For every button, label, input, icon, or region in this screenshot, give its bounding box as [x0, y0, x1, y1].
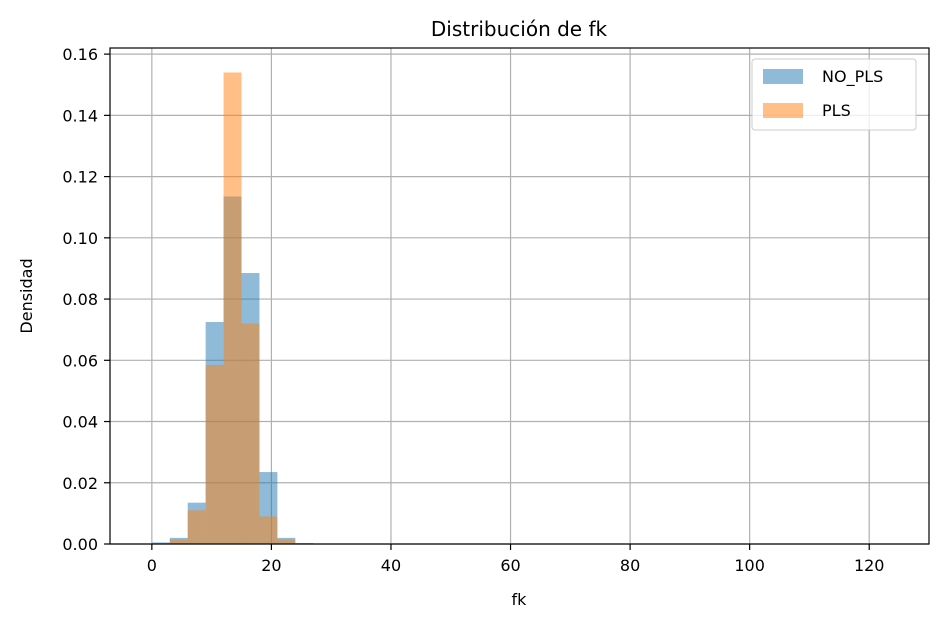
x-tick-label: 100 [734, 556, 765, 575]
legend-label-pls: PLS [822, 101, 851, 120]
y-tick-label: 0.04 [62, 413, 98, 432]
histogram-bars [151, 72, 314, 544]
legend-swatch-pls [763, 103, 803, 118]
histogram-bar-pls [241, 323, 260, 544]
y-tick-label: 0.10 [62, 229, 98, 248]
x-tick-label: 0 [147, 556, 157, 575]
histogram-bar-pls [187, 510, 206, 544]
histogram-bar-pls [259, 516, 278, 544]
legend-label-no-pls: NO_PLS [822, 67, 883, 87]
histogram-bar-pls [277, 539, 296, 544]
x-tick-label: 80 [620, 556, 640, 575]
x-axis-ticks: 0 20 40 60 80 100 120 [147, 544, 885, 575]
histogram-bar-pls [223, 72, 242, 544]
histogram-bar-pls [205, 364, 224, 544]
x-tick-label: 40 [381, 556, 401, 575]
histogram-bar-pls [169, 539, 188, 544]
y-tick-label: 0.02 [62, 474, 98, 493]
x-tick-label: 20 [261, 556, 281, 575]
y-axis-label: Densidad [17, 258, 36, 333]
y-tick-label: 0.14 [62, 106, 98, 125]
chart-title: Distribución de fk [431, 17, 608, 41]
legend: NO_PLS PLS [751, 58, 917, 131]
plot-frame [109, 47, 930, 545]
x-tick-label: 120 [854, 556, 885, 575]
y-tick-label: 0.08 [62, 290, 98, 309]
y-tick-label: 0.16 [62, 45, 98, 64]
y-tick-label: 0.00 [62, 535, 98, 554]
legend-swatch-no-pls [763, 69, 803, 84]
y-tick-label: 0.06 [62, 351, 98, 370]
y-tick-label: 0.12 [62, 168, 98, 187]
x-axis-label: fk [512, 590, 528, 609]
y-axis-ticks: 0.00 0.02 0.04 0.06 0.08 0.10 0.12 0.14 0.16 [62, 45, 110, 554]
x-tick-label: 60 [500, 556, 520, 575]
histogram-bar-no-pls [151, 542, 170, 544]
